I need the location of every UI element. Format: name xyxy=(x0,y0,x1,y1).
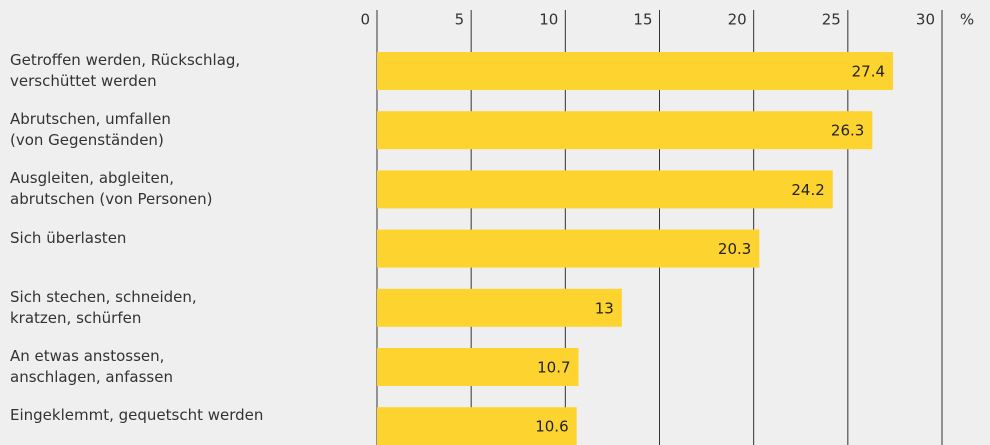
category-label: Abrutschen, umfallen (von Gegenständen) xyxy=(10,110,171,150)
bar xyxy=(377,229,760,268)
value-label: 10.6 xyxy=(535,418,568,436)
x-tick-label: 25 xyxy=(822,11,841,29)
x-tick-label: 5 xyxy=(455,11,465,29)
category-label: Ausgleiten, abgleiten, abrutschen (von P… xyxy=(10,169,213,209)
value-label: 10.7 xyxy=(537,359,570,377)
category-label: Sich stechen, schneiden, kratzen, schürf… xyxy=(10,287,197,327)
bar xyxy=(377,407,577,445)
bar xyxy=(377,170,833,209)
bar xyxy=(377,52,894,90)
bar xyxy=(377,288,622,327)
x-tick-label: 30 xyxy=(916,11,935,29)
category-label: Eingeklemmt, gequetscht werden xyxy=(10,406,264,425)
x-tick-label: 15 xyxy=(633,11,652,29)
value-label: 24.2 xyxy=(791,181,824,199)
x-tick-label: 0 xyxy=(360,11,370,29)
bar xyxy=(377,111,873,150)
category-label: An etwas anstossen, anschlagen, anfassen xyxy=(10,347,173,386)
value-label: 27.4 xyxy=(852,63,885,81)
unit-label: % xyxy=(960,11,974,29)
category-label: Getroffen werden, Rückschlag, verschütte… xyxy=(10,51,241,90)
value-label: 13 xyxy=(595,299,614,317)
value-label: 20.3 xyxy=(718,240,751,258)
category-label: Sich überlasten xyxy=(10,228,127,247)
value-label: 26.3 xyxy=(831,122,864,140)
x-tick-label: 10 xyxy=(539,11,558,29)
bar xyxy=(377,348,579,386)
x-tick-label: 20 xyxy=(728,11,747,29)
